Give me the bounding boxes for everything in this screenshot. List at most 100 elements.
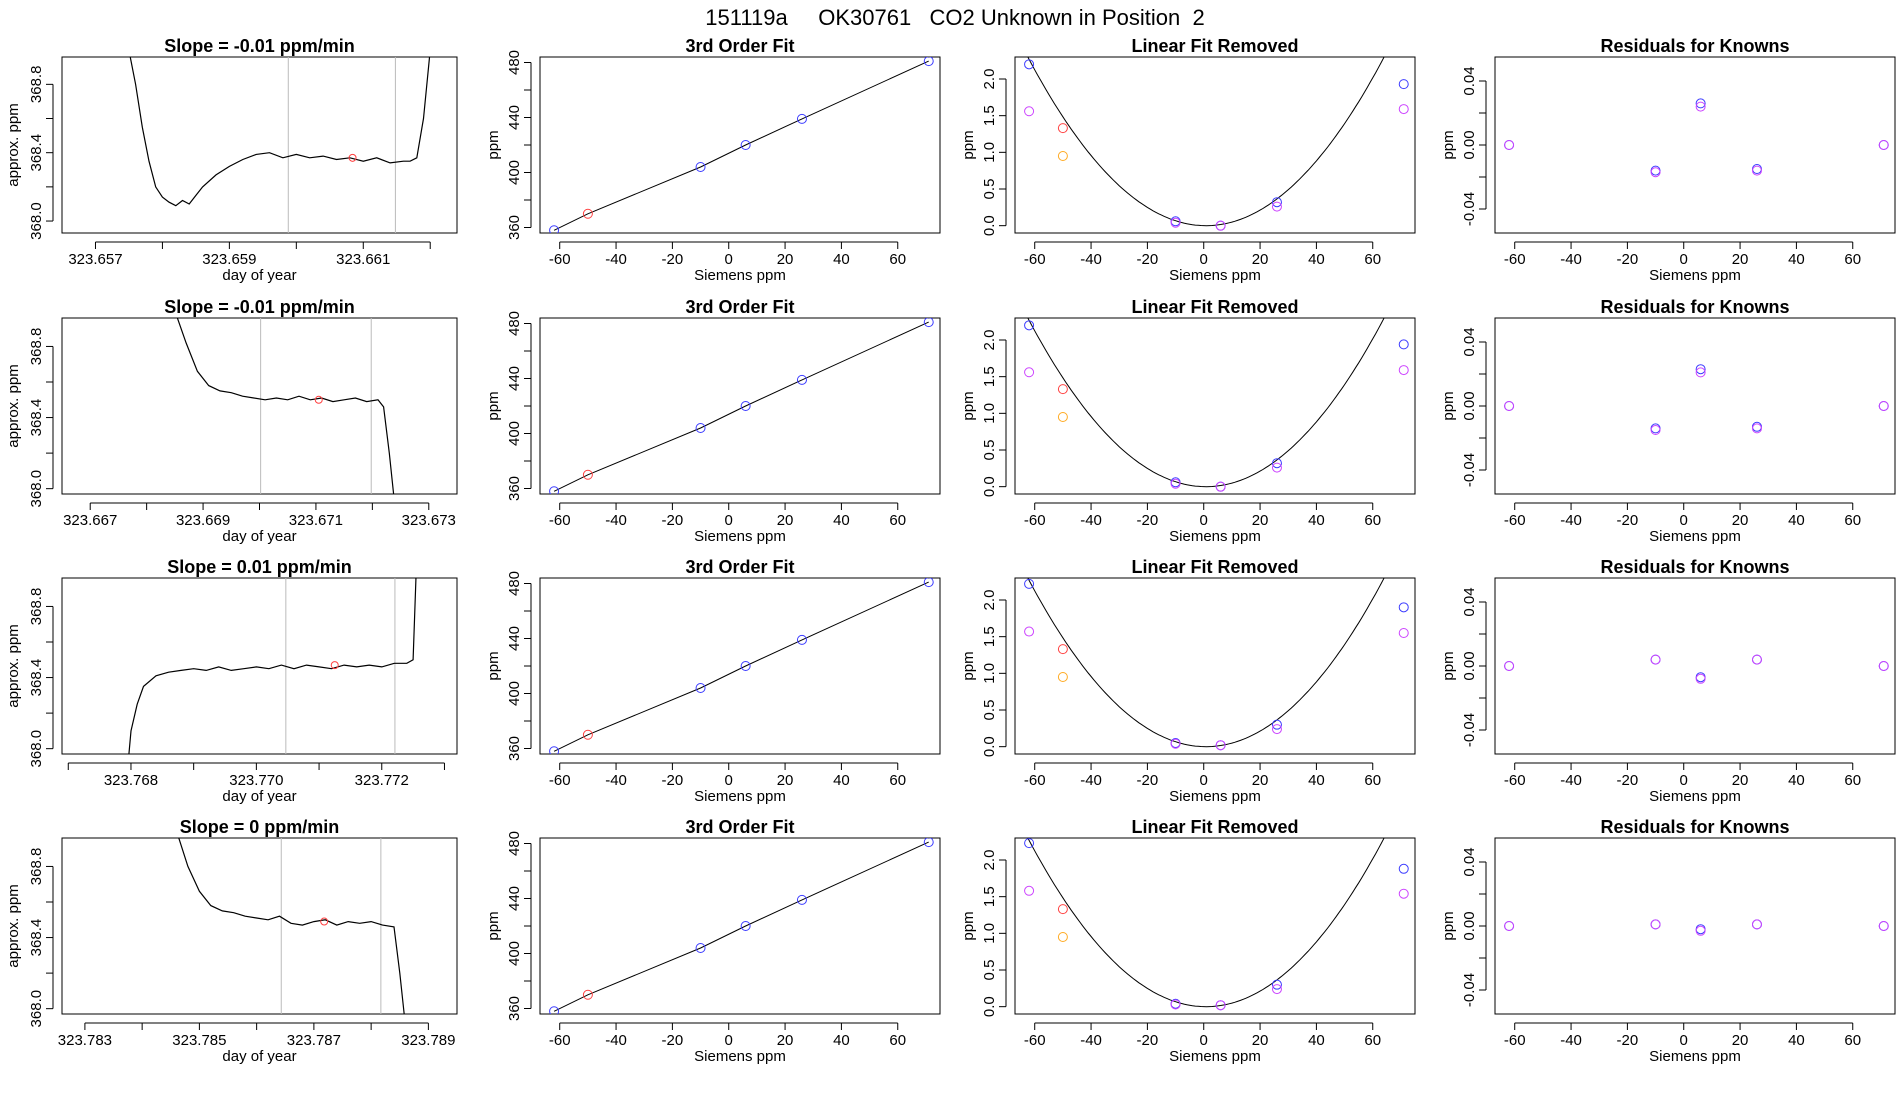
- x-tick-label: -40: [1560, 512, 1582, 529]
- data-point-raw: [1650, 654, 1661, 665]
- data-point-knowns: [1271, 197, 1282, 208]
- data-point-knowns: [923, 57, 934, 67]
- y-tick-label: 400: [506, 681, 523, 706]
- panel-title: Slope = -0.01 ppm/min: [164, 36, 355, 56]
- data-point-other: [1057, 151, 1068, 161]
- panel-r1-c0: Slope = -0.01 ppm/min 323.667 323.669 323.6…: [5, 297, 458, 545]
- plot-frame: [539, 837, 941, 1015]
- x-tick-label: -60: [1024, 512, 1046, 529]
- data-point-unknown: [582, 729, 593, 740]
- data-point-knowns: [1271, 979, 1282, 990]
- data-point-knowns: [796, 374, 807, 385]
- panel-r1-c3: Residuals for Knowns -60 -40 -20 0 20 40 60 Siem…: [1440, 297, 1896, 545]
- trace-line: [178, 838, 405, 1014]
- panel-title: Linear Fit Removed: [1131, 557, 1298, 577]
- mean-marker: [314, 395, 323, 404]
- data-point-raw: [1398, 365, 1409, 376]
- x-axis-label: Siemens ppm: [694, 788, 786, 805]
- figure-title: 151119a OK30761 CO2 Unknown in Position …: [705, 5, 1204, 30]
- x-tick-label: -40: [605, 251, 627, 268]
- data-point-knowns: [740, 401, 751, 411]
- panel-r0-c2: Linear Fit Removed -60 -40 -20 0 20 40 60 Siemen…: [960, 36, 1416, 284]
- plot-area: [128, 578, 417, 754]
- data-point-raw: [1504, 401, 1515, 411]
- plot-frame: [1014, 577, 1416, 755]
- y-tick-label: 440: [506, 366, 523, 391]
- data-point-raw: [1271, 462, 1282, 473]
- plot-area: [1024, 318, 1409, 492]
- y-tick-label: 0.5: [981, 700, 998, 721]
- x-tick-label: -60: [1024, 251, 1046, 268]
- x-tick-label: 323.768: [104, 772, 158, 789]
- x-tick-label: -60: [1024, 772, 1046, 789]
- x-tick-label: -60: [549, 772, 571, 789]
- x-tick-label: -40: [605, 512, 627, 529]
- y-tick-label: 368.0: [28, 470, 45, 508]
- data-point-raw: [1024, 106, 1035, 117]
- data-point-unknown: [1057, 644, 1068, 655]
- mean-marker: [320, 917, 329, 926]
- fit-curve: [1027, 578, 1385, 748]
- x-tick-label: 20: [1252, 512, 1269, 529]
- x-axis-label: day of year: [222, 788, 296, 805]
- y-tick-label: 360: [506, 736, 523, 761]
- data-point-knowns: [796, 894, 807, 905]
- x-tick-label: 0: [725, 1032, 733, 1049]
- data-point-raw: [1695, 367, 1706, 378]
- panel-r2-c2: Linear Fit Removed -60 -40 -20 0 20 40 60 Siemen…: [960, 557, 1416, 805]
- x-tick-label: 323.669: [176, 512, 230, 529]
- x-axis-label: Siemens ppm: [1649, 788, 1741, 805]
- x-tick-label: 40: [1788, 512, 1805, 529]
- panel-r0-c0: Slope = -0.01 ppm/min 323.657 323.659 323.6…: [5, 36, 458, 284]
- y-tick-label: 0.04: [1461, 327, 1478, 356]
- y-axis-label: ppm: [485, 130, 502, 159]
- y-tick-label: 368.4: [28, 134, 45, 172]
- x-tick-label: 40: [1788, 1032, 1805, 1049]
- x-tick-label: 0: [725, 772, 733, 789]
- y-axis-label: ppm: [1440, 911, 1457, 940]
- y-tick-label: 0.0: [981, 476, 998, 497]
- data-point-raw: [1504, 140, 1515, 150]
- x-axis-label: Siemens ppm: [694, 1048, 786, 1065]
- data-point-knowns: [1398, 602, 1409, 613]
- y-tick-label: 1.5: [981, 366, 998, 387]
- x-tick-label: 60: [889, 772, 906, 789]
- x-tick-label: 323.661: [336, 251, 390, 268]
- x-tick-label: -20: [662, 251, 684, 268]
- data-point-knowns: [740, 140, 751, 150]
- x-tick-label: 0: [1680, 512, 1688, 529]
- x-tick-label: 0: [1680, 772, 1688, 789]
- data-point-raw: [1271, 724, 1282, 735]
- y-tick-label: 480: [506, 50, 523, 75]
- data-point-raw: [1878, 921, 1889, 931]
- x-tick-label: -20: [662, 1032, 684, 1049]
- x-axis-label: Siemens ppm: [1649, 1048, 1741, 1065]
- x-axis-label: Siemens ppm: [1649, 528, 1741, 545]
- data-point-knowns: [549, 486, 560, 494]
- panel-title: 3rd Order Fit: [685, 297, 794, 317]
- plot-frame: [1494, 317, 1896, 495]
- y-tick-label: 400: [506, 421, 523, 446]
- x-tick-label: -60: [1024, 1032, 1046, 1049]
- y-tick-label: 440: [506, 626, 523, 651]
- plot-area: [176, 318, 395, 494]
- x-axis-label: day of year: [222, 267, 296, 284]
- x-tick-label: -20: [1137, 251, 1159, 268]
- y-tick-label: 2.0: [981, 330, 998, 351]
- data-point-knowns: [695, 423, 706, 433]
- y-tick-label: 440: [506, 105, 523, 130]
- plot-area: [178, 838, 405, 1014]
- y-tick-label: -0.04: [1461, 453, 1478, 487]
- y-tick-label: -0.04: [1461, 973, 1478, 1007]
- plot-frame: [61, 577, 458, 755]
- panel-r2-c0: Slope = 0.01 ppm/min 323.768 323.770 323.77…: [5, 557, 458, 805]
- data-point-knowns: [1024, 838, 1035, 849]
- y-axis-label: ppm: [1440, 130, 1457, 159]
- data-point-raw: [1695, 101, 1706, 112]
- x-tick-label: 323.671: [289, 512, 343, 529]
- x-tick-label: 40: [1788, 772, 1805, 789]
- x-tick-label: 20: [1732, 772, 1749, 789]
- data-point-raw: [1215, 740, 1226, 751]
- data-point-knowns: [1024, 59, 1035, 70]
- fit-curve: [1027, 318, 1385, 488]
